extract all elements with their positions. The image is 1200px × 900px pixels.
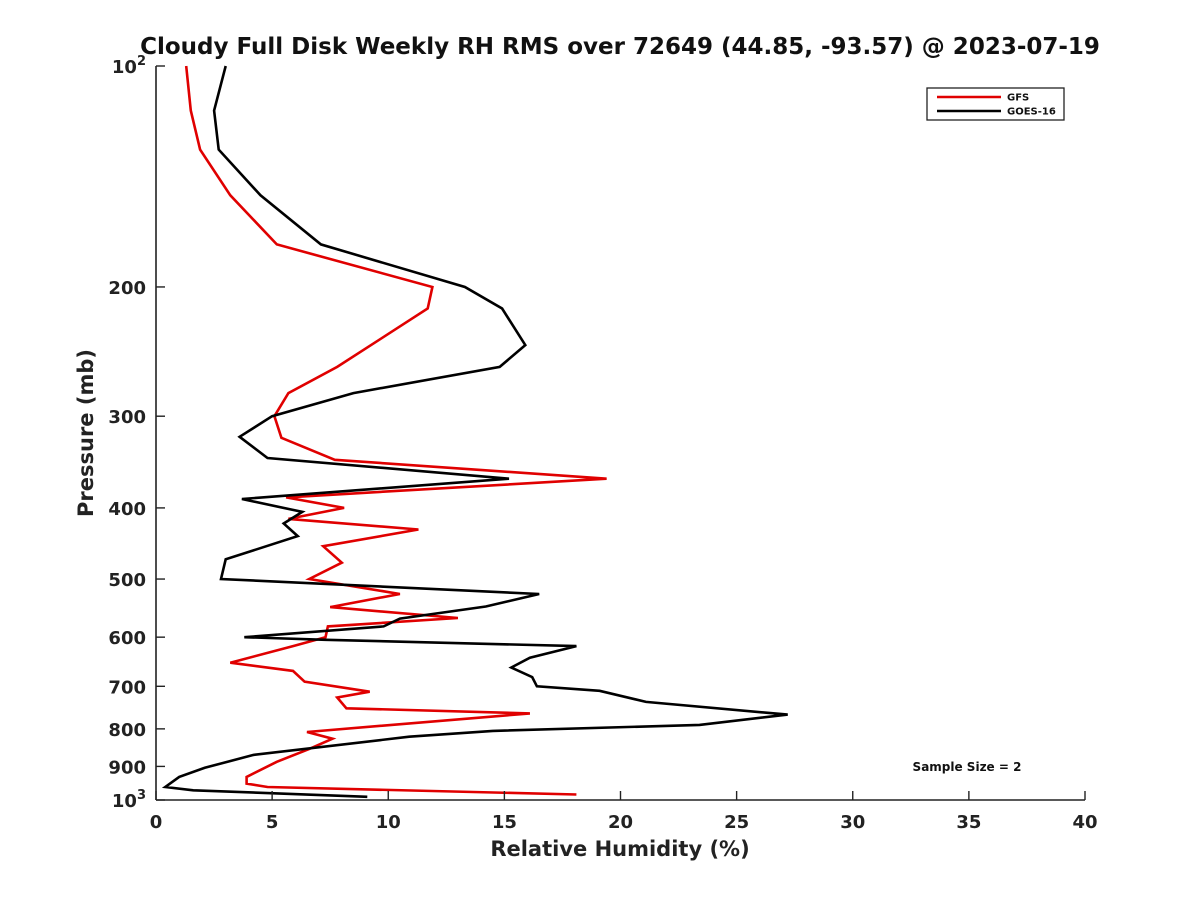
y-tick-label: 500	[108, 570, 146, 591]
x-tick-label: 20	[608, 812, 633, 833]
x-tick-label: 0	[150, 812, 163, 833]
y-tick-label: 103	[112, 788, 146, 812]
sample-size-annotation: Sample Size = 2	[913, 760, 1022, 774]
series-layer	[161, 65, 788, 799]
y-tick-label: 200	[108, 278, 146, 299]
x-tick-label: 35	[956, 812, 981, 833]
series-line-goes-16	[161, 65, 788, 799]
y-tick-label: 900	[108, 757, 146, 778]
x-tick-label: 10	[376, 812, 401, 833]
y-axis-label: Pressure (mb)	[74, 349, 98, 517]
legend-entry: GOES-16	[1007, 107, 1056, 118]
y-tick-label: 700	[108, 677, 146, 698]
x-tick-label: 25	[724, 812, 749, 833]
y-tick-label: 400	[108, 499, 146, 520]
x-tick-label: 15	[492, 812, 517, 833]
legend: GFS GOES-16	[926, 87, 1065, 121]
series-line-gfs	[184, 65, 607, 796]
x-tick-label: 30	[840, 812, 865, 833]
y-tick-label: 600	[108, 628, 146, 649]
x-tick-label: 40	[1072, 812, 1097, 833]
chart-title: Cloudy Full Disk Weekly RH RMS over 7264…	[140, 34, 1100, 60]
x-tick-label: 5	[266, 812, 279, 833]
y-tick-label: 102	[112, 54, 146, 78]
y-tick-label: 300	[108, 407, 146, 428]
legend-box	[926, 87, 1065, 121]
x-axis-label: Relative Humidity (%)	[490, 837, 749, 861]
axes-layer: 0 5 10 15 20 25 30 35 40 102 200 300 400 500 600 700 800…	[108, 54, 1097, 833]
legend-entry: GFS	[1007, 93, 1029, 104]
y-tick-label: 800	[108, 720, 146, 741]
